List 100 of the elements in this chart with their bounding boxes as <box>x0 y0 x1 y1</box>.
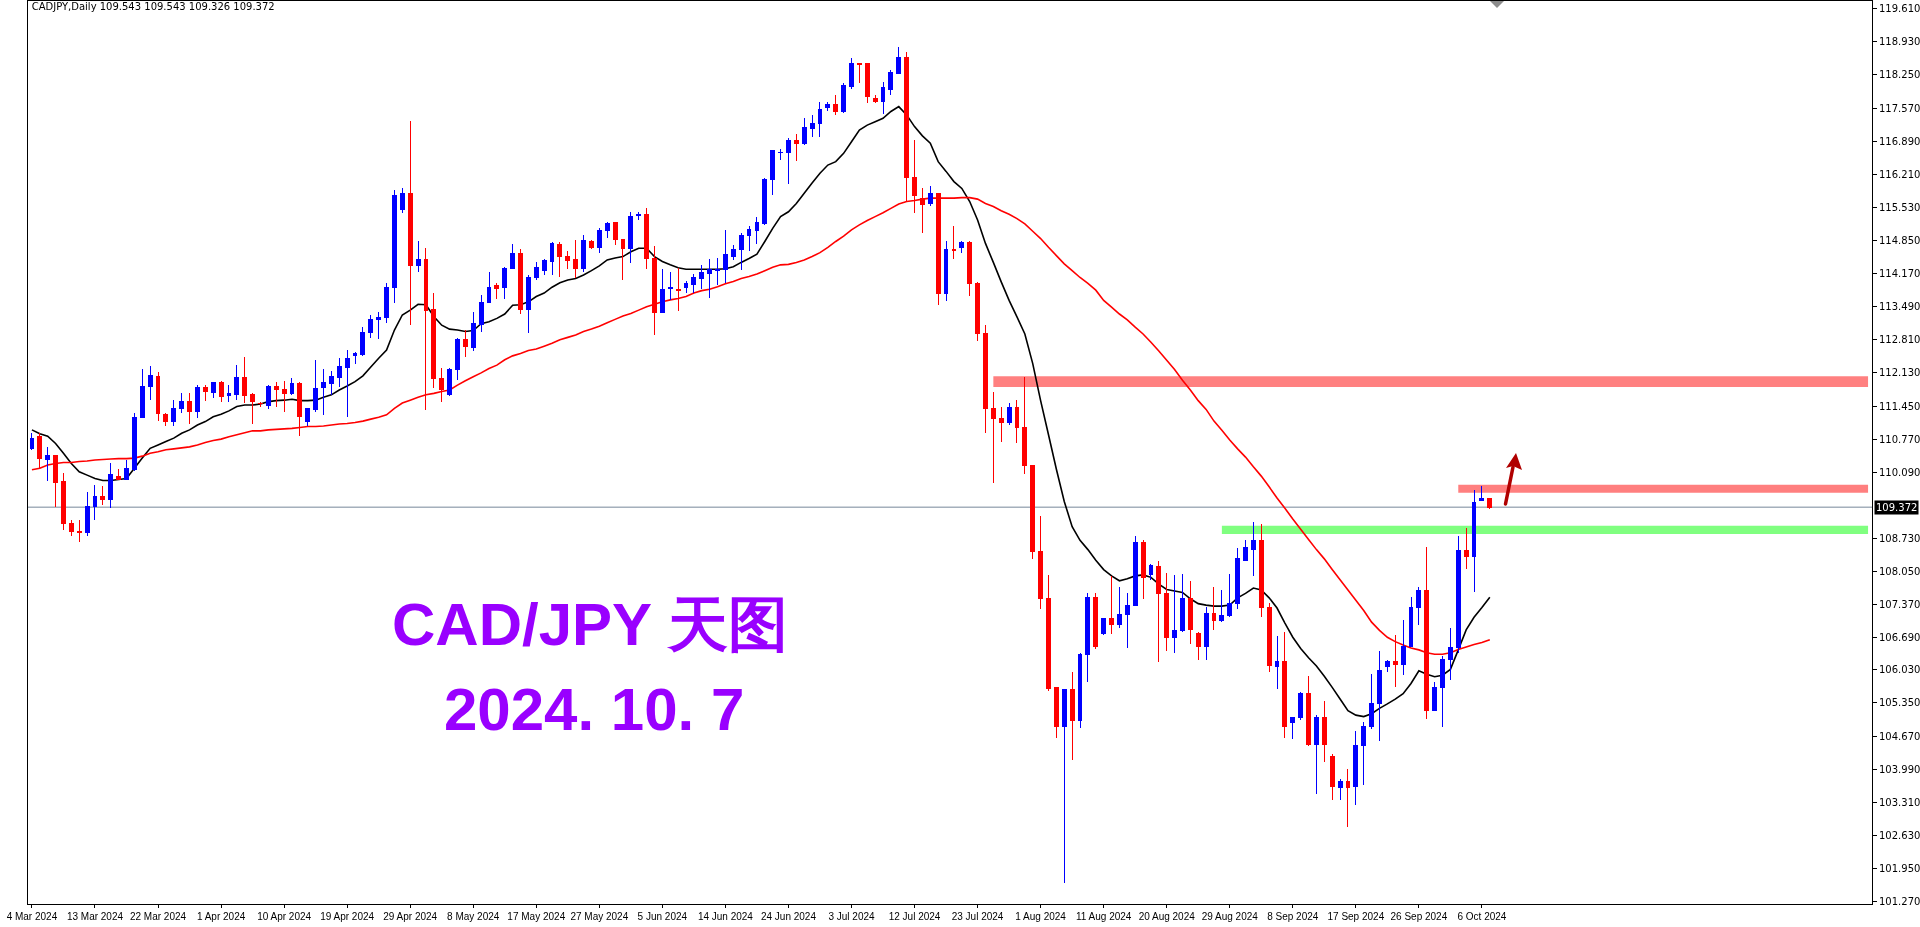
candlestick <box>1471 489 1477 593</box>
y-tick-label: 103.310 <box>1879 796 1920 808</box>
candlestick <box>1219 589 1225 623</box>
candlestick <box>699 264 705 290</box>
candlestick <box>817 101 823 138</box>
candlestick <box>998 406 1004 443</box>
candlestick <box>967 240 973 297</box>
candlestick <box>801 117 807 146</box>
candlestick <box>470 311 476 352</box>
candlestick <box>1203 606 1209 661</box>
candlestick <box>1345 768 1351 828</box>
candlestick <box>754 216 760 245</box>
ref-line-label: 109.372 <box>1876 502 1918 513</box>
candlestick <box>407 120 413 326</box>
candlestick <box>683 280 689 294</box>
x-tick-label: 11 Aug 2024 <box>1075 911 1132 922</box>
candlestick <box>1101 618 1107 636</box>
candlestick <box>707 258 713 299</box>
candlestick <box>809 114 815 138</box>
candlestick <box>258 401 263 407</box>
candlestick <box>352 351 358 365</box>
candlestick <box>131 412 137 472</box>
y-tick-label: 112.810 <box>1879 334 1920 346</box>
candlestick <box>218 380 224 403</box>
y-tick-label: 113.490 <box>1879 301 1920 313</box>
x-tick-label: 13 Mar 2024 <box>66 911 124 922</box>
candlestick <box>1314 714 1319 794</box>
y-tick-label: 102.630 <box>1879 829 1920 841</box>
candlestick <box>1250 521 1256 577</box>
x-tick-label: 14 Jun 2024 <box>697 911 754 922</box>
y-tick-label: 101.950 <box>1879 862 1920 874</box>
candlestick <box>1337 778 1343 801</box>
candlestick <box>762 177 768 226</box>
candlestick <box>45 446 51 482</box>
candlestick <box>990 391 996 484</box>
y-tick-label: 106.690 <box>1879 632 1920 644</box>
candlestick <box>1061 689 1067 884</box>
candlestick <box>1408 596 1414 648</box>
candlestick <box>447 367 453 397</box>
candlestick <box>770 149 776 196</box>
x-tick-label: 8 Sep 2024 <box>1267 911 1319 922</box>
candlestick <box>494 282 500 300</box>
candlestick <box>1211 586 1217 631</box>
candlestick <box>1463 527 1469 570</box>
candlestick <box>1022 376 1028 475</box>
candlestick <box>1164 572 1170 652</box>
candlestick <box>888 69 894 96</box>
candlestick <box>786 137 791 185</box>
candlestick <box>691 273 697 294</box>
y-tick-label: 117.570 <box>1879 102 1920 114</box>
candlestick <box>856 62 862 84</box>
x-tick-label: 6 Oct 2024 <box>1457 911 1507 922</box>
candlestick <box>171 399 177 427</box>
candlestick <box>849 57 854 90</box>
y-tick-label: 116.890 <box>1879 135 1920 147</box>
candlestick <box>360 326 366 357</box>
candlestick <box>525 274 531 334</box>
candlestick <box>234 364 240 401</box>
x-tick-label: 4 Mar 2024 <box>6 911 58 922</box>
candlestick <box>415 240 421 273</box>
candlestick <box>927 185 933 207</box>
x-tick-label: 10 Apr 2024 <box>257 911 312 922</box>
candlestick <box>399 187 405 214</box>
candlestick <box>1266 602 1272 673</box>
x-tick-label: 20 Aug 2024 <box>1138 911 1196 922</box>
candlestick <box>92 484 98 521</box>
candlestick <box>139 368 145 419</box>
candlestick <box>1400 619 1406 676</box>
candlestick <box>1306 675 1311 747</box>
candlestick <box>1180 573 1185 633</box>
candlestick <box>1384 659 1390 673</box>
candlestick <box>84 491 90 537</box>
candlestick <box>659 268 665 314</box>
candlestick <box>778 148 783 161</box>
candlestick <box>1069 671 1075 761</box>
candlestick <box>1416 586 1422 626</box>
candlestick <box>675 267 681 312</box>
candlestick <box>242 356 248 404</box>
candlestick <box>61 472 66 531</box>
candlestick <box>975 281 981 342</box>
y-tick-label: 119.610 <box>1879 3 1920 15</box>
candlestick <box>715 257 720 286</box>
candlestick <box>29 432 35 451</box>
candlestick <box>549 241 555 276</box>
candlestick <box>76 519 82 543</box>
y-tick-label: 112.130 <box>1879 367 1920 379</box>
y-tick-label: 118.250 <box>1879 69 1920 81</box>
candlestick <box>1258 523 1264 618</box>
candlestick <box>644 207 650 270</box>
y-tick-label: 108.050 <box>1879 566 1920 578</box>
candlestick <box>155 371 161 422</box>
candlestick <box>1479 485 1485 502</box>
y-tick-label: 114.170 <box>1879 268 1920 280</box>
candlestick <box>305 407 311 427</box>
candlestick <box>384 282 389 324</box>
candlestick <box>1053 686 1059 739</box>
y-tick-label: 105.350 <box>1879 697 1920 709</box>
candlestick <box>462 329 468 358</box>
candlestick <box>179 392 185 414</box>
candlestick <box>1046 574 1051 692</box>
